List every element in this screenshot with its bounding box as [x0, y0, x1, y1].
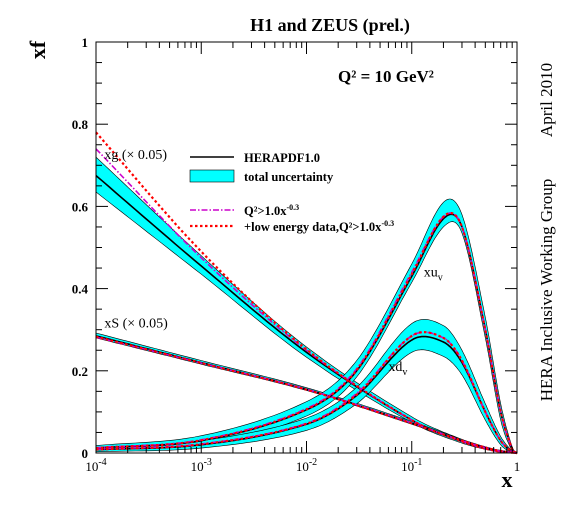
annotation-xd-v: xdv	[388, 360, 407, 378]
y-tick-label: 0.2	[72, 364, 88, 379]
x-tick-label: 10-4	[85, 457, 106, 474]
side-label-group: HERA Inclusive Working Group	[537, 179, 556, 402]
curve-annotations: xg (× 0.05) xS (× 0.05) xuv xdv	[104, 148, 442, 378]
x-axis-label: x	[502, 467, 513, 492]
legend-label-q-1-0x-0-3: Q²>1.0x-0.3	[244, 203, 299, 218]
y-tick-label: 0.4	[72, 282, 89, 297]
annotation-xu-v: xuv	[424, 265, 443, 283]
side-label-date: April 2010	[537, 63, 556, 137]
legend-label-total-uncertainty: total uncertainty	[244, 170, 334, 184]
y-tick-label: 0.8	[72, 117, 89, 132]
scale-label: Q² = 10 GeV²	[338, 67, 434, 86]
line-xd-v-alt2	[95, 330, 518, 455]
axis-ticks	[95, 41, 517, 454]
x-tick-label: 10-3	[191, 457, 212, 474]
y-tick-label: 0	[82, 446, 89, 461]
x-tick-label: 1	[514, 459, 521, 474]
y-tick-label: 1	[82, 35, 89, 50]
chart-title: H1 and ZEUS (prel.)	[250, 15, 410, 36]
line-xu-v-alt1	[95, 212, 518, 454]
legend-label-herapdf1-0: HERAPDF1.0	[244, 151, 320, 165]
y-tick-label: 0.6	[72, 199, 89, 214]
annotation-xg-0-05: xg (× 0.05)	[104, 148, 167, 163]
y-axis-label: xf	[25, 40, 50, 59]
line-xu-v-alt2	[95, 211, 518, 454]
line-xs-0-05-alt2	[95, 335, 517, 455]
annotation-xs-0-05: xS (× 0.05)	[104, 317, 168, 332]
pdf-curves	[95, 131, 518, 455]
legend-label-low-energy-data-q-1-0x-0-3: +low energy data,Q²>1.0x-0.3	[244, 219, 394, 234]
x-tick-label: 10-2	[296, 457, 317, 474]
legend: HERAPDF1.0 total uncertainty Q²>1.0x-0.3+l…	[189, 151, 394, 234]
x-tick-label: 10-1	[401, 457, 422, 474]
legend-swatch-total-uncertainty	[189, 169, 235, 183]
line-xs-0-05-alt1	[95, 336, 517, 454]
axis-tick-labels: 0 0.2 0.4 0.6 0.8 1 10-4 10-3 10-2 10-1 1	[72, 35, 521, 474]
